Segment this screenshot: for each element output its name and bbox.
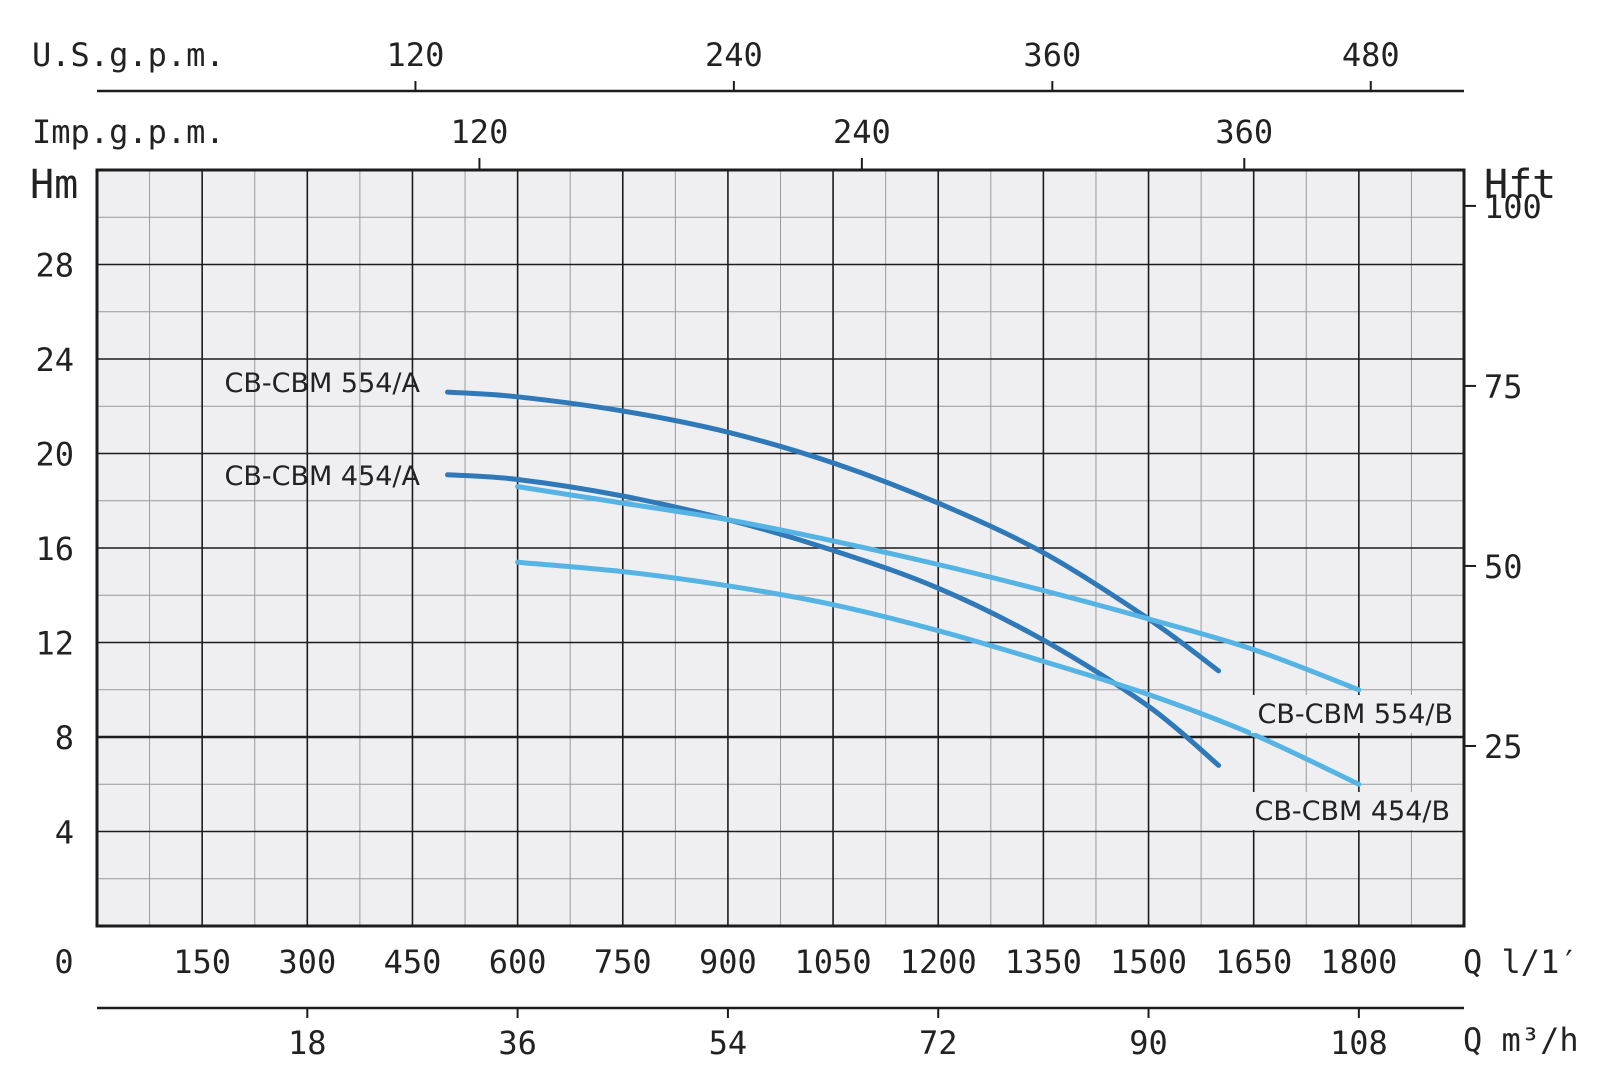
curve-454-b-label-bg	[1248, 792, 1456, 830]
y-tick-label: 20	[35, 436, 74, 474]
curve-554-b-label: CB-CBM 554/B	[1257, 699, 1453, 730]
m3h-tick-label: 54	[709, 1024, 748, 1062]
x-tick-label: 1650	[1215, 943, 1292, 981]
us-gpm-tick-label: 480	[1342, 36, 1400, 74]
us-gpm-tick-label: 120	[387, 36, 445, 74]
y-tick-label: 8	[55, 719, 74, 757]
ft-tick-label: 75	[1484, 368, 1523, 406]
x-tick-label: 1050	[795, 943, 872, 981]
m3h-tick-label: 108	[1330, 1024, 1388, 1062]
imp-gpm-tick-label: 240	[833, 113, 891, 151]
m3h-tick-label: 72	[919, 1024, 958, 1062]
label-layer: 0 150 300 450 600 750 900 1050 1200 1350 1500 1650 1…	[30, 36, 1579, 1062]
x-tick-label: 900	[699, 943, 757, 981]
axes-layer	[97, 81, 1476, 1018]
m3h-axis-unit: Q m³/h	[1463, 1021, 1579, 1059]
x-axis-unit: Q l/1′	[1463, 943, 1579, 981]
imp-gpm-tick-label: 120	[451, 113, 509, 151]
curve-554-a-label: CB-CBM 554/A	[225, 368, 421, 399]
y-tick-label: 24	[35, 341, 74, 379]
curve-554-b-label-bg	[1251, 695, 1459, 733]
us-gpm-tick-label: 360	[1023, 36, 1081, 74]
curve-454-b-line	[515, 559, 1362, 787]
ft-tick-label: 50	[1484, 548, 1523, 586]
m3h-tick-label: 18	[288, 1024, 327, 1062]
x-tick-label: 300	[278, 943, 336, 981]
y-tick-label: 4	[55, 814, 74, 852]
imp-gpm-tick-label: 360	[1215, 113, 1273, 151]
imp-gpm-axis-unit: Imp.g.p.m.	[32, 113, 225, 151]
m3h-tick-label: 90	[1129, 1024, 1168, 1062]
x-tick-label: 450	[384, 943, 442, 981]
x-tick-label: 1350	[1005, 943, 1082, 981]
us-gpm-axis-unit: U.S.g.p.m.	[32, 36, 225, 74]
y-tick-label: 16	[35, 530, 74, 568]
ft-tick-label: 100	[1484, 188, 1542, 226]
x-tick-label: 150	[173, 943, 231, 981]
curve-454-a-label: CB-CBM 454/A	[225, 461, 421, 492]
x-tick-label: 1800	[1320, 943, 1397, 981]
curve-454-b-label: CB-CBM 454/B	[1254, 796, 1450, 827]
y-tick-label: 12	[35, 625, 74, 663]
x-tick-label: 600	[489, 943, 547, 981]
curve-layer	[445, 389, 1362, 787]
x-tick-label: 1200	[900, 943, 977, 981]
curve-554-b-line	[515, 484, 1362, 693]
m3h-tick-label: 36	[498, 1024, 537, 1062]
y-tick-label: 28	[35, 247, 74, 285]
curve-554-a-line	[445, 389, 1222, 674]
x-tick-label: 0	[54, 943, 73, 981]
us-gpm-tick-label: 240	[705, 36, 763, 74]
x-tick-label: 1500	[1110, 943, 1187, 981]
y-axis-title: Hm	[30, 162, 78, 208]
secondary-y-axis-title: Hft	[1484, 162, 1556, 208]
plot-frame	[95, 168, 1466, 928]
x-tick-label: 750	[594, 943, 652, 981]
ft-tick-label: 25	[1484, 728, 1523, 766]
